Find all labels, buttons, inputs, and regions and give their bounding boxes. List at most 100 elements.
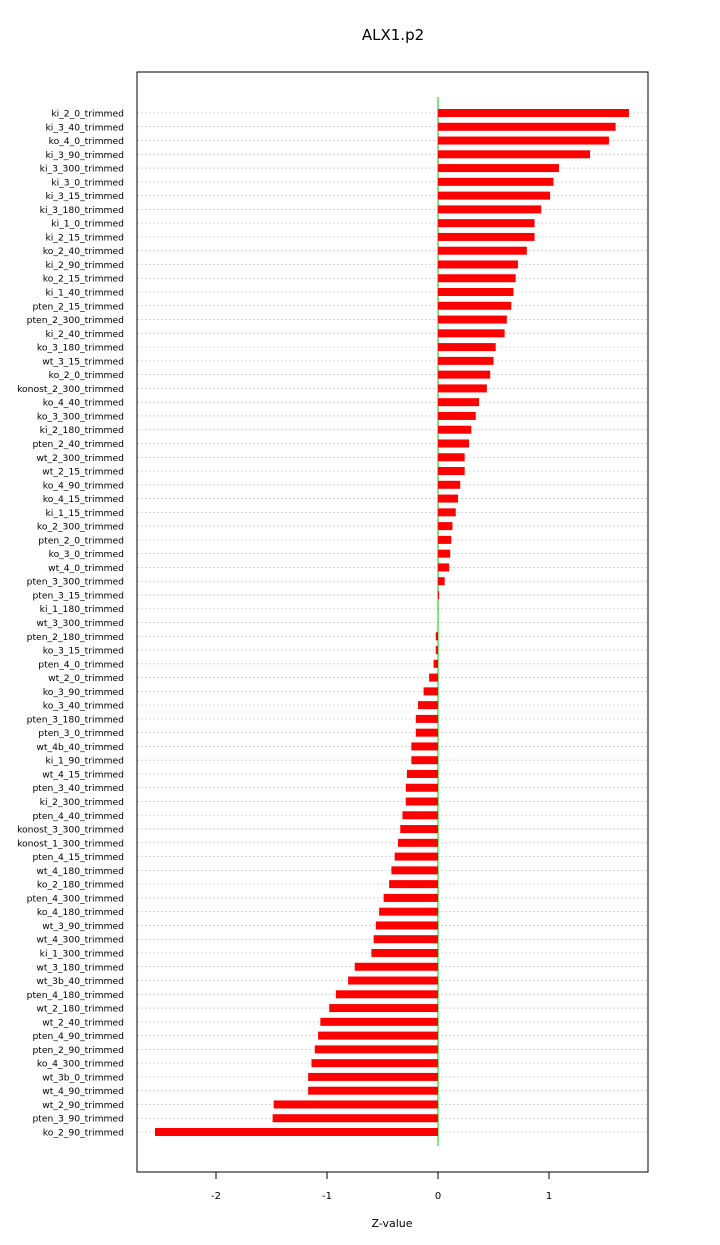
category-label: konost_1_300_trimmed (17, 838, 124, 849)
x-axis: -2 -1 0 1 (211, 1171, 552, 1202)
category-label: ki_1_0_trimmed (51, 219, 124, 230)
category-label: wt_2_300_trimmed (36, 453, 124, 464)
category-label: wt_3b_40_trimmed (36, 976, 124, 987)
x-tick-label: 1 (546, 1191, 552, 1202)
bar (405, 797, 438, 806)
bar (438, 109, 629, 117)
category-label: pten_4_180_trimmed (27, 990, 124, 1001)
category-label: ko_4_300_trimmed (37, 1059, 124, 1070)
category-label: ki_1_90_trimmed (45, 756, 124, 767)
category-label: pten_3_300_trimmed (27, 577, 124, 588)
category-label: ki_3_180_trimmed (40, 205, 124, 216)
bar (418, 701, 438, 710)
bar (308, 1086, 438, 1095)
bar (348, 976, 438, 985)
category-label: pten_3_15_trimmed (32, 590, 124, 601)
bar (438, 329, 505, 338)
bar (438, 122, 616, 131)
bar (438, 150, 591, 159)
bar (438, 315, 507, 324)
bar (435, 646, 438, 655)
category-label: ko_3_40_trimmed (43, 701, 124, 712)
category-labels: ki_2_0_trimmed ki_3_40_trimmed ko_4_0_trim… (17, 109, 124, 1139)
bar (411, 742, 438, 751)
category-label: ki_1_300_trimmed (40, 948, 124, 959)
category-label: ki_3_0_trimmed (51, 177, 124, 188)
category-label: pten_3_90_trimmed (32, 1114, 124, 1125)
category-label: wt_4_0_trimmed (48, 563, 124, 574)
category-label: ko_3_90_trimmed (43, 687, 124, 698)
bar (314, 1045, 438, 1054)
bar (415, 714, 438, 723)
chart-title: ALX1.p2 (362, 26, 424, 44)
category-label: pten_2_40_trimmed (32, 439, 124, 450)
bar (438, 439, 470, 448)
category-label: pten_3_0_trimmed (38, 728, 124, 739)
bar (383, 893, 438, 902)
category-label: ko_3_0_trimmed (49, 549, 124, 560)
bar (375, 921, 438, 930)
bars (154, 109, 629, 1136)
category-label: wt_4_180_trimmed (36, 866, 124, 877)
category-label: wt_2_180_trimmed (36, 1004, 124, 1015)
category-label: pten_2_0_trimmed (38, 535, 124, 546)
grid-lines (137, 112, 648, 1133)
bar (438, 232, 535, 241)
category-label: ki_2_0_trimmed (51, 109, 124, 120)
category-label: pten_3_40_trimmed (32, 783, 124, 794)
bar (438, 191, 551, 200)
bar (272, 1114, 438, 1123)
x-tick-label: -2 (211, 1191, 221, 1202)
category-label: wt_2_15_trimmed (42, 467, 124, 478)
bar (335, 990, 438, 999)
bar (438, 343, 496, 352)
category-label: ko_4_90_trimmed (43, 480, 124, 491)
bar (438, 177, 554, 186)
bar (402, 811, 438, 820)
bar (438, 467, 465, 476)
bar (400, 825, 438, 834)
category-label: ki_2_90_trimmed (45, 260, 124, 271)
category-label: pten_3_180_trimmed (27, 714, 124, 725)
bar (438, 301, 512, 310)
category-label: wt_2_90_trimmed (42, 1100, 124, 1111)
bar (371, 948, 438, 957)
category-label: pten_4_0_trimmed (38, 659, 124, 670)
category-label: ko_3_15_trimmed (43, 646, 124, 657)
bar (438, 205, 542, 214)
category-label: ko_2_15_trimmed (43, 274, 124, 285)
bar (389, 880, 438, 889)
category-label: ko_2_300_trimmed (37, 522, 124, 533)
category-label: wt_2_40_trimmed (42, 1017, 124, 1028)
category-label: ko_2_0_trimmed (49, 370, 124, 381)
bar (391, 866, 438, 875)
bar (438, 260, 518, 269)
category-label: pten_2_90_trimmed (32, 1045, 124, 1056)
category-label: wt_3_300_trimmed (36, 618, 124, 629)
category-label: ki_3_15_trimmed (45, 191, 124, 202)
bar (438, 274, 516, 283)
bar (429, 673, 438, 682)
category-label: ko_2_40_trimmed (43, 246, 124, 257)
bar (398, 838, 438, 847)
bar (438, 535, 452, 544)
bar (438, 522, 453, 531)
category-label: wt_2_0_trimmed (48, 673, 124, 684)
bar (273, 1100, 438, 1109)
category-label: ko_3_300_trimmed (37, 411, 124, 422)
category-label: wt_3_180_trimmed (36, 962, 124, 973)
bar (394, 852, 438, 861)
bar (438, 164, 559, 173)
category-label: wt_4_15_trimmed (42, 769, 124, 780)
category-label: wt_3_90_trimmed (42, 921, 124, 932)
category-label: ki_1_40_trimmed (45, 288, 124, 299)
bar (433, 659, 438, 668)
category-label: ko_3_180_trimmed (37, 343, 124, 354)
bar (438, 425, 472, 434)
category-label: pten_2_300_trimmed (27, 315, 124, 326)
category-label: wt_4_90_trimmed (42, 1086, 124, 1097)
category-label: wt_3_15_trimmed (42, 356, 124, 367)
category-label: konost_3_300_trimmed (17, 825, 124, 836)
bar (354, 962, 438, 971)
